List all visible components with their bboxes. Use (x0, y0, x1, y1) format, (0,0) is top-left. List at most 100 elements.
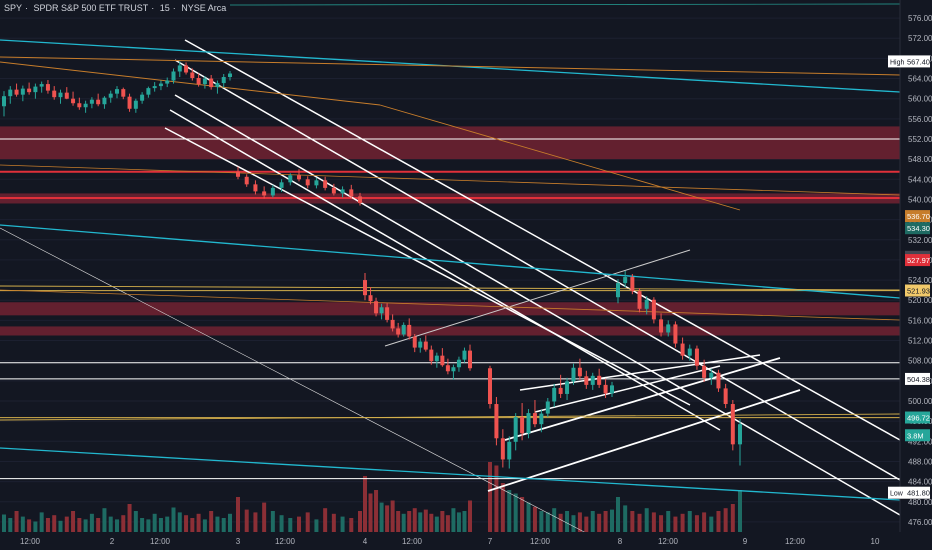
volume-bar (363, 476, 367, 532)
volume-bar (165, 516, 170, 532)
price-badge (905, 372, 930, 385)
time-tick-label: 12:00 (150, 537, 171, 546)
volume-bar (171, 507, 176, 532)
time-axis[interactable]: 12:00 2 12:00 3 12:00 4 12:00 7 12:00 8 12:00 9 12:0… (0, 532, 932, 550)
price-badge-value: 536.70 (907, 212, 930, 221)
volume-bar (262, 502, 267, 532)
candle-body (539, 413, 544, 425)
candle-body (349, 189, 354, 197)
candle-body (552, 387, 557, 402)
volume-bar (314, 519, 319, 532)
candle-body (27, 88, 32, 93)
candle-body (571, 367, 576, 382)
candle-body (565, 381, 570, 394)
candle-body (158, 83, 163, 87)
volume-bar (723, 508, 728, 532)
volume-bar (215, 516, 220, 532)
volume-bar (532, 506, 537, 532)
candle-body (494, 404, 499, 439)
zone-band (0, 326, 900, 336)
candle-body (603, 384, 608, 394)
candle-body (590, 375, 595, 385)
candle-body (488, 368, 492, 405)
time-tick-label: 12:00 (658, 537, 679, 546)
trendline (174, 94, 901, 516)
volume-bar (196, 513, 201, 532)
candle-body (456, 359, 461, 368)
trendline (534, 365, 721, 413)
trendline (384, 249, 691, 347)
time-axis-bg (0, 532, 932, 550)
interval-label[interactable]: 15 (159, 3, 170, 13)
volume-bar (8, 518, 13, 532)
price-tick-label: 544.00 (908, 175, 932, 184)
candle-body (127, 96, 132, 109)
candle-body (500, 438, 505, 460)
volume-bar (58, 520, 63, 532)
price-axis[interactable]: 476.00480.00484.00488.00492.00496.00500.… (899, 0, 932, 550)
candle-body (221, 77, 226, 84)
candle-body (253, 184, 258, 192)
trendline (0, 61, 381, 106)
volume-bar (659, 515, 664, 532)
candle-body (108, 93, 113, 98)
candle-body (358, 196, 362, 203)
candle-body (385, 307, 390, 320)
volume-bar (2, 514, 6, 532)
volume-bar (390, 500, 395, 532)
volume-bar (507, 490, 512, 532)
candle-body (434, 355, 439, 362)
volume-bar (288, 518, 293, 532)
trendlines (0, 3, 901, 536)
price-badge-value: 521.93 (907, 287, 930, 296)
volume-bar (385, 505, 390, 532)
time-tick-label: 8 (618, 537, 623, 546)
volume-bar (368, 493, 373, 532)
candle-body (297, 175, 301, 180)
candle-body (597, 375, 602, 385)
volume-bar (590, 511, 595, 532)
volume-bar (244, 509, 249, 532)
volume-bar (33, 521, 38, 532)
candle-body (83, 103, 88, 108)
volume-bar (39, 512, 44, 532)
volume-bar (687, 511, 692, 532)
candle-body (228, 73, 232, 78)
candle-body (33, 86, 38, 93)
volume-bar (571, 515, 576, 532)
price-tick-label: 560.00 (908, 95, 932, 104)
price-tick-label: 512.00 (908, 337, 932, 346)
price-tick-label: 484.00 (908, 478, 932, 487)
trendline (0, 164, 901, 196)
candle-body (102, 97, 107, 105)
volume-bar (270, 511, 275, 532)
candle-body (730, 404, 735, 445)
price-tick-label: 552.00 (908, 135, 932, 144)
exchange-label: NYSE Arca (181, 3, 227, 13)
candle-body (545, 401, 550, 414)
candle-body (630, 277, 635, 292)
time-tick-label: 3 (236, 537, 241, 546)
candle-body (412, 336, 417, 348)
price-badge (905, 254, 930, 267)
volume-bar (630, 511, 635, 532)
candle-body (577, 367, 582, 377)
candle-body (190, 72, 195, 79)
candle-body (133, 100, 138, 109)
volume-bar (396, 511, 401, 532)
symbol-label[interactable]: SPY (4, 3, 23, 13)
trendline (504, 357, 781, 441)
candle-body (680, 343, 685, 356)
candle-body (520, 417, 525, 434)
candle-body (374, 301, 379, 314)
price-badge-value: 504.38 (907, 375, 930, 384)
candle-body (694, 348, 699, 366)
time-tick-label: 9 (743, 537, 748, 546)
volume-bar (520, 497, 525, 532)
price-badge-label: Low (890, 491, 904, 498)
price-tick-label: 548.00 (908, 155, 932, 164)
volume-bar (434, 516, 439, 532)
candle-body (305, 179, 310, 186)
candle-body (71, 98, 76, 104)
